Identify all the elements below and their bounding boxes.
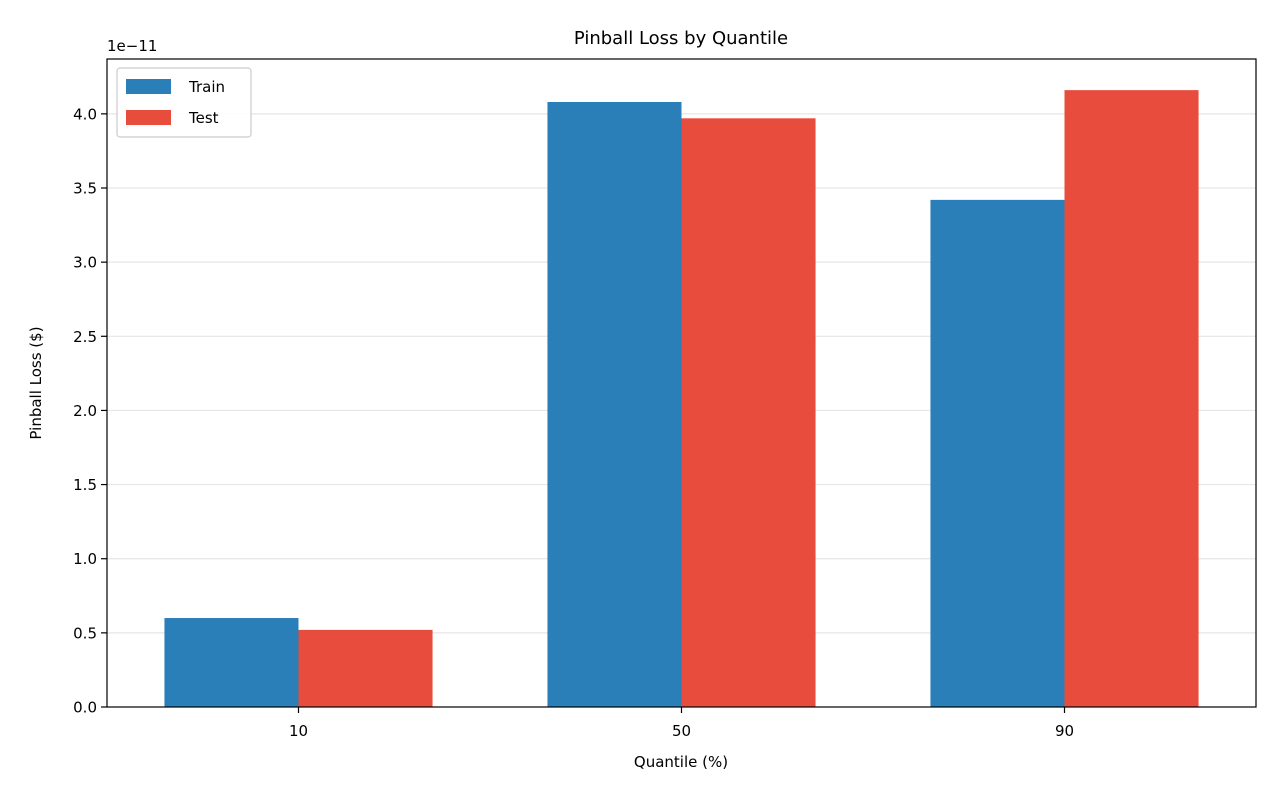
y-axis: 0.0 0.5 1.0 1.5 2.0 2.5 3.0 3.5 4.0	[73, 105, 107, 717]
x-tick-label: 10	[289, 722, 308, 740]
x-tick-label: 90	[1055, 722, 1074, 740]
chart-title: Pinball Loss by Quantile	[574, 28, 788, 49]
bar-test-50	[681, 118, 816, 708]
legend: Train Test	[116, 67, 252, 138]
y-tick-label: 1.0	[73, 550, 97, 568]
legend-label-test: Test	[188, 109, 219, 127]
y-axis-label: Pinball Loss ($)	[27, 326, 45, 439]
x-axis: 10 50 90	[289, 707, 1074, 740]
bar-test-90	[1064, 90, 1199, 707]
legend-label-train: Train	[188, 78, 225, 96]
y-tick-label: 1.5	[73, 476, 97, 494]
legend-swatch-train	[126, 79, 171, 94]
y-tick-label: 4.0	[73, 105, 97, 123]
bar-train-90	[930, 199, 1065, 707]
x-axis-label: Quantile (%)	[634, 753, 728, 771]
y-tick-label: 2.0	[73, 402, 97, 420]
y-tick-label: 2.5	[73, 328, 97, 346]
bars	[164, 90, 1199, 708]
x-tick-label: 50	[672, 722, 691, 740]
y-tick-label: 3.0	[73, 254, 97, 272]
y-tick-label: 0.5	[73, 624, 97, 642]
bar-test-10	[298, 629, 433, 707]
legend-box	[116, 67, 252, 138]
y-tick-label: 3.5	[73, 180, 97, 198]
y-tick-label: 0.0	[73, 699, 97, 717]
bar-train-10	[164, 618, 299, 707]
y-axis-offset-label: 1e−11	[107, 37, 157, 55]
bar-train-50	[547, 102, 682, 707]
legend-swatch-test	[126, 110, 171, 125]
